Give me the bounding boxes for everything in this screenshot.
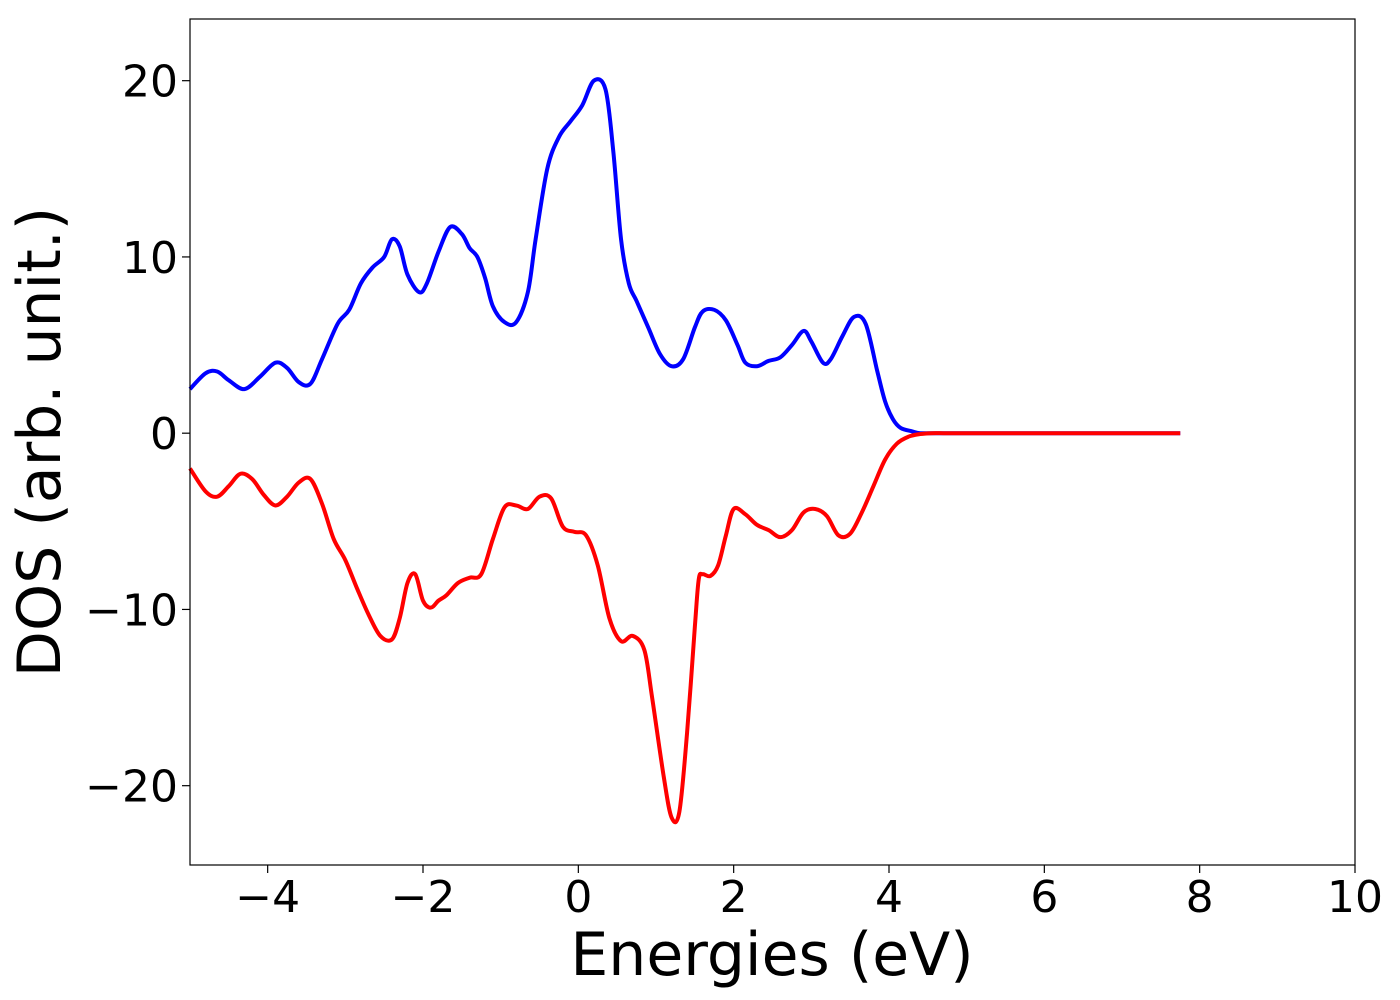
y-tick-label: −10 (85, 585, 178, 636)
x-axis: −4 −2 0 2 4 6 8 10 (235, 865, 1383, 923)
series-layer (188, 77, 1181, 825)
plot-frame (189, 18, 1356, 866)
y-tick-label: 10 (122, 233, 178, 284)
x-tick-label: 4 (875, 872, 903, 923)
x-tick-label: −4 (235, 872, 300, 923)
x-tick-label: 2 (720, 872, 748, 923)
y-axis-label: DOS (arb. unit.) (5, 207, 75, 677)
y-tick-label: −20 (85, 762, 178, 813)
x-tick-label: −2 (391, 872, 456, 923)
x-tick-label: 10 (1327, 872, 1383, 923)
x-tick-label: 8 (1186, 872, 1214, 923)
y-tick-label: 0 (150, 409, 178, 460)
x-tick-label: 0 (564, 872, 592, 923)
y-axis: −20 −10 0 10 20 (85, 57, 190, 813)
x-axis-label: Energies (eV) (570, 920, 973, 990)
series-line-0 (188, 77, 1181, 436)
series-line-1 (188, 431, 1181, 825)
x-tick-label: 6 (1030, 872, 1058, 923)
y-tick-label: 20 (122, 57, 178, 108)
